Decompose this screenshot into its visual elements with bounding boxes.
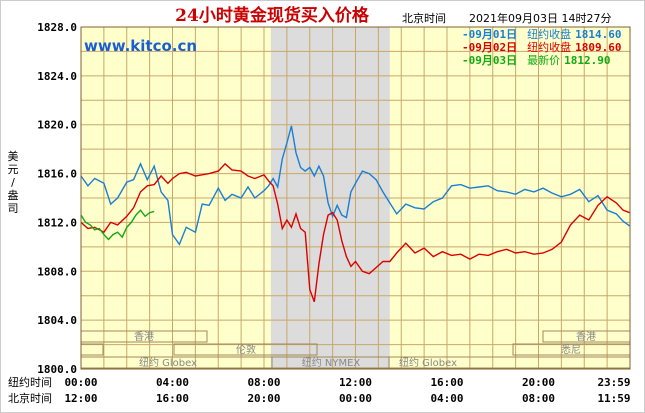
legend: -09月01日 纽约收盘 1814.60-09月02日 纽约收盘 1809.60-09月…	[462, 27, 621, 67]
x-tick-ny: 08:00	[247, 376, 280, 389]
chart-title: 24小时黄金现货买入价格	[175, 5, 370, 26]
x-axis-row1-label: 纽约时间	[8, 375, 52, 389]
y-tick-label: 1816.0	[37, 168, 77, 181]
london-box	[173, 343, 318, 356]
y-label-char-3: /	[11, 176, 15, 189]
ny-nymex-label: 纽约 NYMEX	[302, 356, 361, 369]
ny-globex-left-label: 纽约 Globex	[139, 356, 197, 369]
price-series	[80, 125, 631, 303]
x-tick-bj: 08:00	[522, 392, 555, 405]
y-tick-label: 1824.0	[37, 70, 77, 83]
y-axis-ticks: 1828.0 1824.0 1820.0 1816.0 1812.0 1808.0 1804…	[37, 21, 77, 376]
x-tick-bj: 00:00	[339, 392, 372, 405]
x-tick-bj: 16:00	[156, 392, 189, 405]
y-tick-label: 1800.0	[37, 363, 77, 376]
x-tick-ny: 23:59	[597, 376, 630, 389]
series-line-2	[80, 162, 631, 303]
series-line-1	[80, 125, 631, 246]
legend-entry-2: -09月02日 纽约收盘 1809.60	[462, 40, 621, 54]
hongkong-left-label: 香港	[134, 331, 154, 343]
y-label-char-5: 司	[8, 202, 19, 215]
plot-border	[80, 26, 631, 370]
y-tick-label: 1808.0	[37, 265, 77, 278]
x-tick-ny: 16:00	[430, 376, 463, 389]
x-axis-row2-label: 北京时间	[8, 391, 52, 405]
x-tick-bj: 20:00	[247, 392, 280, 405]
london-label: 伦敦	[236, 343, 256, 356]
watermark-url: www.kitco.cn	[84, 37, 197, 55]
y-tick-label: 1828.0	[37, 21, 77, 34]
y-axis-label: 美 元 / 盎 司	[8, 150, 19, 215]
y-tick-label: 1804.0	[37, 314, 77, 327]
y-label-char-2: 元	[8, 163, 19, 176]
ny-globex-right-label: 纽约 Globex	[399, 356, 457, 369]
x-tick-bj: 11:59	[597, 392, 630, 405]
x-tick-bj: 04:00	[430, 392, 463, 405]
x-tick-bj: 12:00	[64, 392, 97, 405]
x-tick-ny: 12:00	[339, 376, 372, 389]
y-tick-label: 1812.0	[37, 216, 77, 229]
series-line-3	[80, 209, 155, 241]
legend-entry-3: -09月03日 最新价 1812.90	[462, 53, 610, 67]
x-axis-ticks: 00:00 12:00 04:00 16:00 08:00 20:00 12:00 00:00…	[64, 376, 630, 405]
hongkong-right-label: 香港	[576, 331, 596, 343]
legend-entry-1: -09月01日 纽约收盘 1814.60	[462, 27, 621, 41]
x-tick-ny: 00:00	[64, 376, 97, 389]
x-tick-ny: 04:00	[156, 376, 189, 389]
header-datetime: 2021年09月03日 14时27分	[469, 11, 611, 25]
y-label-char-4: 盎	[8, 188, 19, 202]
sydney-label: 悉尼	[561, 344, 581, 356]
timezone-label: 北京时间	[402, 11, 446, 25]
x-tick-ny: 20:00	[522, 376, 555, 389]
y-tick-label: 1820.0	[37, 119, 77, 132]
y-label-char-1: 美	[8, 150, 19, 163]
